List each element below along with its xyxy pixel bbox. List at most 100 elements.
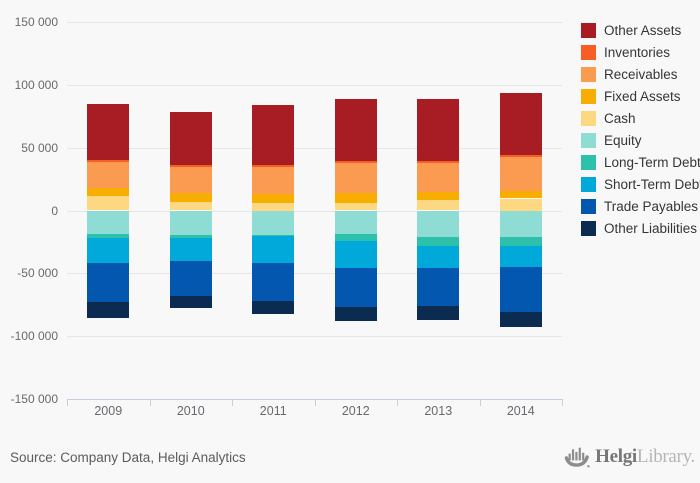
gridline (67, 22, 562, 24)
bar-segment-receivables (417, 163, 460, 192)
legend-swatch (581, 110, 596, 126)
bar-segment-trade-payables (499, 267, 542, 312)
gridline (67, 273, 562, 275)
bar-segment-cash (499, 198, 542, 211)
bar-segment-inventories (334, 161, 377, 164)
helgi-library-logo[interactable]: Helgi Library. (564, 446, 695, 468)
bar-segment-fixed-assets (87, 187, 130, 196)
bar-segment-short-term-debt (252, 236, 295, 263)
gridline (67, 147, 562, 149)
bar-segment-other-assets (499, 93, 542, 155)
legend-item-cash: Cash (581, 107, 700, 129)
bar-segment-equity (87, 210, 130, 234)
legend-item-other-assets: Other Assets (581, 19, 700, 41)
bar-segment-other-liabilities (252, 300, 295, 315)
legend-item-other-liabilities: Other Liabilities (581, 217, 700, 239)
legend-label: Cash (604, 110, 636, 126)
legend-label: Other Liabilities (604, 220, 698, 236)
bar-segment-short-term-debt (499, 246, 542, 268)
bar-segment-trade-payables (334, 268, 377, 308)
legend-item-long-term-debt: Long-Term Debt (581, 151, 700, 173)
legend-swatch (581, 132, 596, 148)
legend-item-fixed-assets: Fixed Assets (581, 85, 700, 107)
bar-segment-fixed-assets (499, 190, 542, 199)
legend-swatch (581, 198, 596, 214)
x-axis-tick (232, 398, 233, 406)
bar-segment-other-liabilities (499, 311, 542, 327)
bar-segment-trade-payables (87, 263, 130, 302)
bar-segment-equity (252, 210, 295, 235)
bar-segment-fixed-assets (169, 193, 212, 203)
logo-brand: Helgi (595, 446, 637, 467)
legend-item-trade-payables: Trade Payables (581, 195, 700, 217)
bar-segment-inventories (169, 165, 212, 167)
legend-swatch (581, 220, 596, 236)
bar-segment-receivables (499, 157, 542, 191)
bar-segment-other-assets (334, 99, 377, 161)
legend-item-inventories: Inventories (581, 41, 700, 63)
ship-icon (564, 447, 590, 468)
stacked-bar-chart: 150 000 100 000 50 000 0 -50 000 -100 000 -150… (10, 15, 563, 418)
x-axis-tick (314, 398, 316, 406)
legend-label: Long-Term Debt (604, 154, 700, 170)
x-tick-label: 2010 (176, 404, 205, 418)
bar-segment-short-term-debt (334, 240, 377, 269)
bar-segment-other-assets (87, 104, 130, 160)
gridline (67, 336, 562, 337)
x-axis-tick (149, 398, 151, 406)
source-caption: Source: Company Data, Helgi Analytics (10, 450, 246, 465)
bar-segment-other-assets (252, 105, 295, 165)
x-axis-tick (397, 398, 398, 406)
gridline (67, 85, 562, 86)
gridline (67, 210, 562, 212)
bar-segment-cash (334, 202, 377, 211)
legend-label: Receivables (604, 66, 678, 82)
bar-segment-trade-payables (417, 268, 460, 306)
legend-swatch (581, 22, 596, 38)
x-tick-label: 2011 (259, 404, 287, 418)
legend-label: Fixed Assets (604, 88, 681, 104)
legend-label: Inventories (604, 44, 671, 60)
bar-segment-other-assets (417, 99, 460, 161)
bar-segment-fixed-assets (334, 193, 377, 203)
legend-swatch (581, 176, 596, 192)
bar-segment-inventories (87, 159, 130, 162)
bar-segment-short-term-debt (417, 245, 460, 269)
bar-segment-trade-payables (252, 263, 295, 301)
bar-segment-equity (334, 210, 377, 235)
logo-brand-suffix: Library. (636, 446, 695, 467)
bar-segment-long-term-debt (87, 234, 130, 238)
bar-segment-long-term-debt (499, 236, 542, 246)
bar-segment-receivables (87, 161, 130, 188)
legend-item-equity: Equity (581, 129, 700, 151)
bar-segment-receivables (169, 167, 212, 194)
x-tick-label: 2012 (341, 404, 370, 418)
x-tick-label: 2014 (506, 404, 535, 418)
bar-segment-other-liabilities (417, 305, 460, 321)
y-tick-label: -100 000 (10, 329, 58, 343)
legend-label: Short-Term Debt (604, 176, 700, 192)
bar-segment-long-term-debt (252, 235, 295, 237)
legend-label: Equity (604, 132, 642, 148)
bar-segment-receivables (252, 166, 295, 194)
bar-segment-long-term-debt (417, 236, 460, 246)
bar-segment-long-term-debt (169, 235, 212, 238)
bar-segment-other-liabilities (169, 296, 212, 309)
bar-segment-equity (417, 210, 460, 237)
legend-label: Other Assets (604, 22, 682, 38)
legend-label: Trade Payables (604, 198, 699, 214)
bar-segment-inventories (417, 161, 460, 164)
y-tick-label: 0 (51, 203, 58, 218)
bar-segment-short-term-debt (169, 237, 212, 261)
bar-segment-inventories (252, 164, 295, 167)
bar-segment-other-assets (169, 111, 212, 166)
legend-item-short-term-debt: Short-Term Debt (581, 173, 700, 195)
x-tick-label: 2009 (94, 404, 123, 418)
chart-legend: Other Assets Inventories Receivables Fixed … (581, 19, 700, 239)
bar-segment-receivables (334, 163, 377, 194)
y-tick-label: -150 000 (10, 391, 58, 406)
bar-segment-short-term-debt (87, 238, 130, 263)
bar-segment-long-term-debt (334, 234, 377, 241)
bar-segment-cash (87, 195, 130, 211)
bar-segment-other-liabilities (87, 302, 130, 318)
